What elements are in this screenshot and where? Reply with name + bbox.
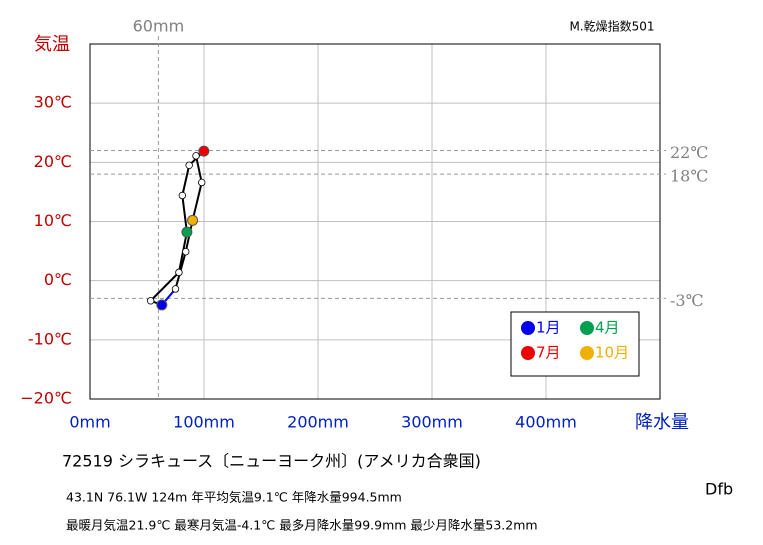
legend-marker [521, 321, 535, 335]
chart-title: 72519 シラキュース〔ニューヨーク州〕(アメリカ合衆国) [62, 452, 481, 471]
legend-label: 10月 [595, 344, 629, 362]
x-tick-label: 200mm [287, 413, 349, 432]
data-point [178, 191, 187, 200]
data-point [187, 214, 199, 226]
plot-border [89, 43, 661, 400]
data-point [198, 145, 210, 157]
x-tick-label: 400mm [515, 413, 577, 432]
x-tick-label: 300mm [401, 413, 463, 432]
subtitle: 43.1N 76.1W 124m 年平均気温9.1℃ 年降水量994.5mm [66, 490, 402, 505]
reference-label: 18℃ [670, 167, 708, 186]
y-tick-label: 10℃ [34, 211, 72, 230]
data-point [175, 268, 183, 277]
y-tick-label: −20℃ [20, 389, 72, 408]
legend-marker [580, 321, 594, 335]
reference-label: 60mm [133, 17, 185, 36]
legend-label: 1月 [536, 319, 561, 337]
aridity-index: M.乾燥指数501 [569, 19, 654, 34]
data-point [182, 247, 190, 256]
y-tick-label: -10℃ [28, 329, 72, 348]
legend-marker [580, 346, 594, 360]
legend-marker [521, 346, 535, 360]
y-tick-label: 0℃ [44, 270, 72, 289]
climate-class: Dfb [705, 480, 733, 499]
data-point [156, 299, 168, 311]
data-point [198, 178, 206, 187]
data-point [185, 161, 193, 169]
x-tick-label: 0mm [69, 413, 110, 432]
reference-label: 22℃ [670, 143, 708, 162]
subtitle: 最暖月気温21.9℃ 最寒月気温-4.1℃ 最多月降水量99.9mm 最少月降水… [66, 518, 538, 533]
legend-label: 4月 [595, 319, 620, 337]
data-point [146, 297, 155, 305]
y-tick-label: 20℃ [34, 152, 72, 171]
x-axis-label: 降水量 [635, 412, 689, 433]
reference-label: -3℃ [670, 291, 703, 310]
y-axis-label: 気温 [34, 34, 70, 55]
x-tick-label: 100mm [173, 413, 235, 432]
data-point [192, 152, 200, 160]
data-point [171, 285, 180, 293]
legend-label: 7月 [536, 344, 561, 362]
data-point [181, 226, 193, 238]
y-tick-label: 30℃ [34, 93, 72, 112]
